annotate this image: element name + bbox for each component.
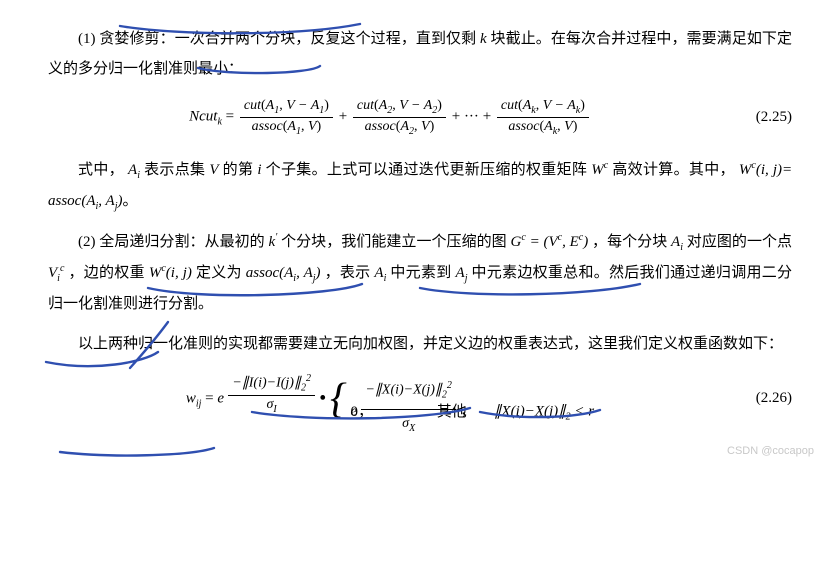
brace-icon: { <box>330 378 347 420</box>
eq226-body: wij = e −∥I(i)−I(j)∥22σI • { e −∥X(i)−X(… <box>48 373 732 425</box>
p1-text-a: (1) 贪婪修剪：一次合并两个分块，反复这个过程，直到仅剩 <box>78 31 476 47</box>
equation-2-25: Ncutk = cut(A1, V − A1) assoc(A1, V) + c… <box>48 98 792 137</box>
paragraph-2: 式中， Ai 表示点集 V 的第 i 个子集。上式可以通过迭代更新压缩的权重矩阵… <box>48 155 792 217</box>
eq226-number: (2.26) <box>732 390 792 407</box>
eq225-lhs: Ncut <box>189 109 217 125</box>
sym-k: k <box>480 31 487 47</box>
eq225-number: (2.25) <box>732 109 792 126</box>
eq225-term1: cut(A1, V − A1) assoc(A1, V) <box>240 98 333 137</box>
eq225-body: Ncutk = cut(A1, V − A1) assoc(A1, V) + c… <box>48 98 732 137</box>
paragraph-3: (2) 全局递归分割：从最初的 k' 个分块，我们能建立一个压缩的图 Gc = … <box>48 227 792 319</box>
equation-2-26: wij = e −∥I(i)−I(j)∥22σI • { e −∥X(i)−X(… <box>48 373 792 425</box>
paragraph-1: (1) 贪婪修剪：一次合并两个分块，反复这个过程，直到仅剩 k 块截止。在每次合… <box>48 24 792 84</box>
paragraph-4: 以上两种归一化准则的实现都需要建立无向加权图，并定义边的权重表达式，这里我们定义… <box>48 329 792 359</box>
watermark: CSDN @cocapop <box>727 445 814 457</box>
eq225-lhs-sub: k <box>217 117 221 128</box>
eq225-term2: cut(A2, V − A2) assoc(A2, V) <box>353 98 446 137</box>
eq225-termk: cut(Ak, V − Ak) assoc(Ak, V) <box>497 98 589 137</box>
